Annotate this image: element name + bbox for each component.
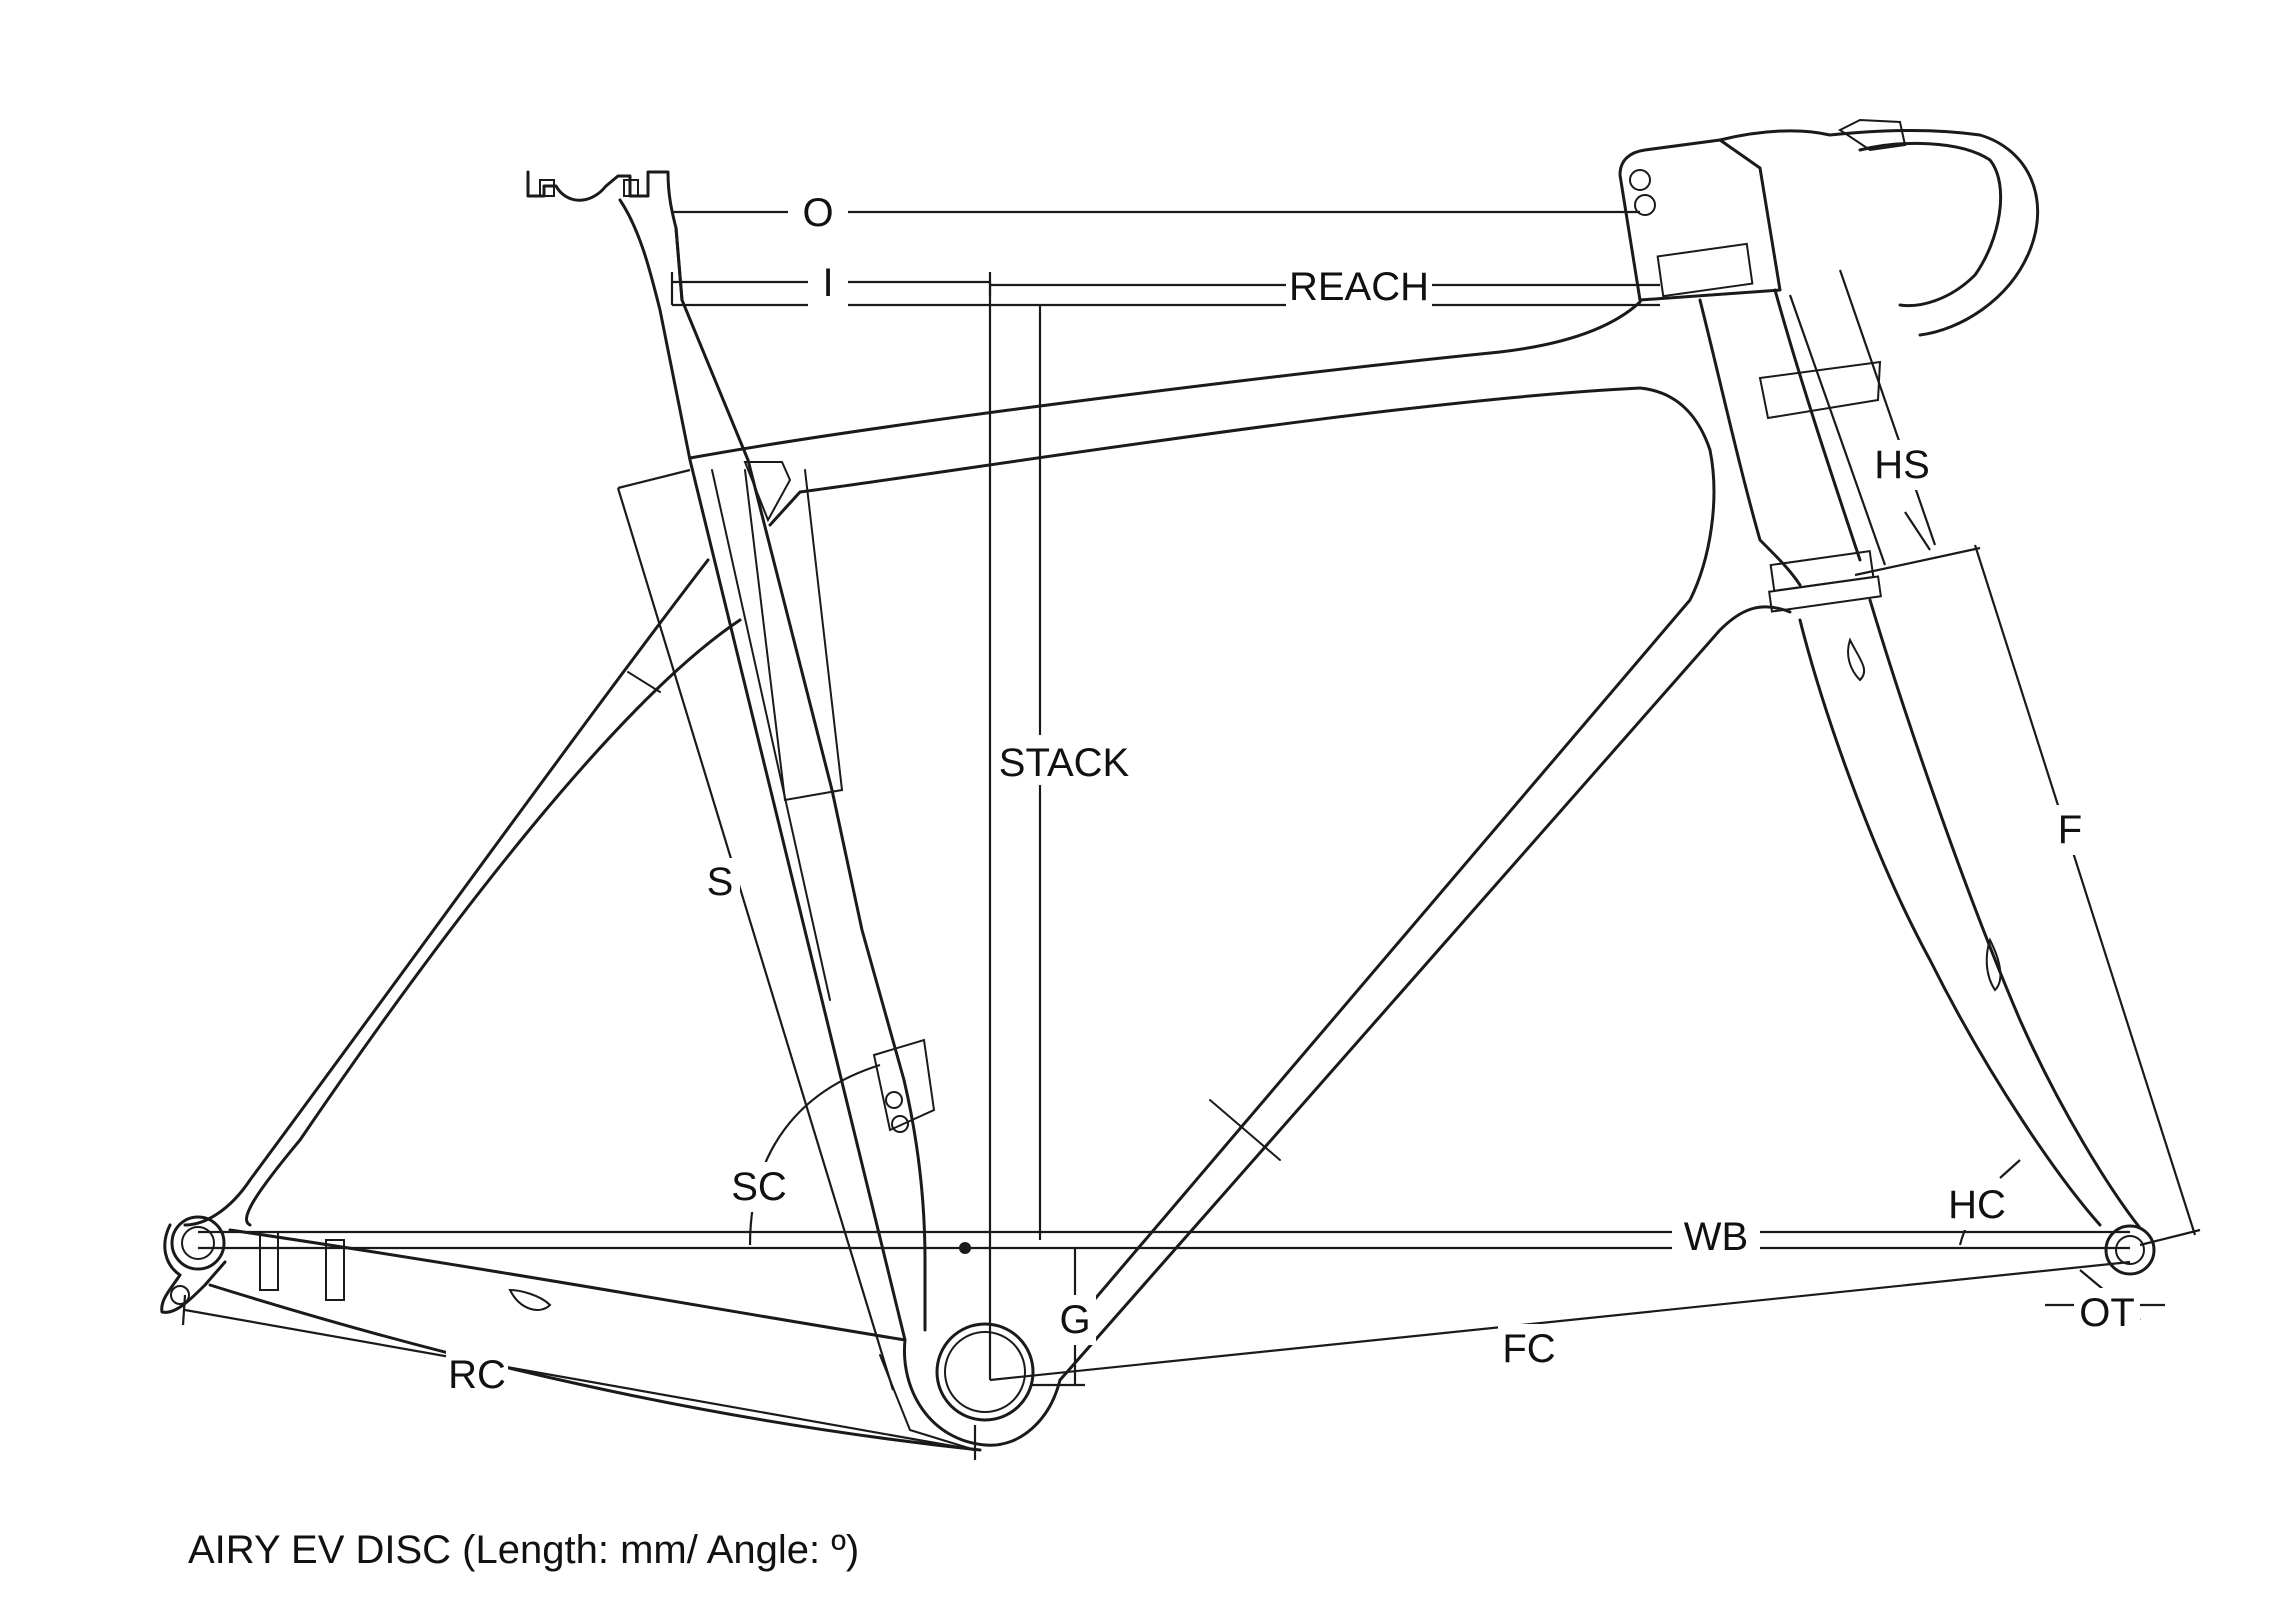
seat-stay-upper [183,558,710,1227]
fork-mount [1985,937,2002,992]
chainstay-bridge-2 [325,1239,345,1301]
head-tube-rear [1773,288,1862,562]
bottom-bracket-inner [944,1331,1026,1413]
cable-port-plate [872,1038,936,1132]
rear-axle-outer [170,1215,226,1271]
handlebar-drop [1718,128,2040,337]
label-reach: REACH [1289,265,1429,309]
label-rc: RC [448,1353,506,1397]
dim-rc-left-tick [181,1294,187,1326]
shifter-lever [1838,118,1907,152]
hood-clamp [1758,360,1882,420]
dim-hc-leader [1999,1159,2021,1179]
seatpost-head [526,170,684,302]
dimension-lines [181,210,2201,1460]
down-tube-upper-edge [1058,448,1716,1342]
seat-tube-window [744,469,844,802]
chainstay-bridge-1 [259,1231,279,1291]
down-tube-section-mark [1209,1099,1281,1161]
front-axle-inner [2115,1235,2145,1265]
dim-f-top-tick [1854,546,1981,577]
derailleur-hanger-bolt [170,1285,190,1305]
label-o: O [802,191,833,235]
top-tube-bottom-edge [768,386,1712,527]
cockpit-outline [1618,118,2040,420]
fork-blade-rear [1868,598,2142,1230]
seatpost-front [618,198,692,462]
seat-stay-bridge [627,671,661,693]
bottom-bracket-shell [902,1338,1062,1447]
dim-rc-line [184,1308,976,1452]
dim-f-bottom-tick [2139,1228,2201,1247]
seat-clamp-wedge [743,461,792,523]
fork-crown-port [1847,637,1866,682]
head-tube-front [1698,298,1802,587]
fork-outline [1798,598,2156,1276]
dim-f-line [1973,544,2197,1236]
label-sc: SC [731,1165,787,1209]
label-g: G [1059,1298,1090,1342]
down-tube-lower-edge [1058,605,1792,1382]
label-ot: OT [2079,1291,2135,1335]
dim-hs-line-a [1788,294,1887,566]
stem-bolt-2 [1634,194,1656,216]
label-f: F [2058,808,2082,852]
dim-fc-line [989,1260,2131,1382]
seat-clamp-bolt-right [623,179,639,197]
rear-axle-inner [181,1226,215,1260]
front-axle-outer [2104,1224,2156,1276]
chain-stay-upper [228,1228,907,1342]
label-hs: HS [1874,443,1930,487]
dim-hs-tick [1904,511,1931,551]
seat-tube-front-edge [746,458,927,1332]
seat-stay-lower [245,618,742,1227]
stem-body [1618,138,1782,302]
label-wb: WB [1684,1215,1748,1259]
dim-s-line [616,487,895,1391]
cable-port-bolt-1 [885,1091,903,1109]
bottom-bracket-outer [935,1322,1035,1422]
label-stack: STACK [999,741,1130,785]
chainstay-port [508,1288,552,1311]
cable-port-bolt-2 [891,1115,909,1133]
label-s: S [707,860,734,904]
label-i: I [822,261,833,305]
chain-stay-lower [208,1283,982,1452]
fork-blade-front [1798,618,2102,1227]
seat-tube-rear-edge [688,458,907,1342]
headset-cup-lower [1768,575,1882,613]
dim-s-top-tick [617,468,691,490]
stem-spacer-stack [1656,242,1754,298]
handlebar-inner [1858,141,2003,308]
stem-bolt-1 [1629,169,1651,191]
diagram-caption: AIRY EV DISC (Length: mm/ Angle: º) [188,1528,860,1572]
dim-bb-center-point [959,1242,971,1254]
label-hc: HC [1948,1183,2006,1227]
label-fc: FC [1502,1327,1555,1371]
top-tube-top-edge [688,300,1642,460]
dimension-labels: O I REACH STACK HS F S SC WB HC G RC FC … [446,186,2140,1400]
seat-clamp-bolt-left [539,179,555,197]
frame-outline [160,170,1882,1452]
seatpost-rear [674,226,750,462]
dim-hs-line-b [1838,269,1937,546]
seat-tube-inner-line [711,469,831,1001]
